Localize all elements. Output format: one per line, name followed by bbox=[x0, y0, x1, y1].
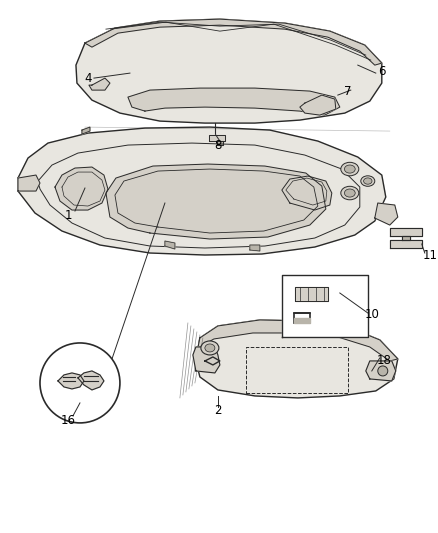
Polygon shape bbox=[282, 275, 368, 337]
Text: 8: 8 bbox=[214, 139, 222, 151]
Ellipse shape bbox=[205, 344, 215, 352]
Polygon shape bbox=[390, 240, 422, 248]
Polygon shape bbox=[402, 236, 410, 240]
Polygon shape bbox=[89, 78, 110, 90]
Polygon shape bbox=[82, 127, 90, 134]
Polygon shape bbox=[76, 19, 382, 123]
Polygon shape bbox=[18, 127, 386, 255]
Text: 6: 6 bbox=[378, 64, 385, 78]
Polygon shape bbox=[78, 371, 104, 390]
Polygon shape bbox=[375, 203, 398, 225]
Text: 10: 10 bbox=[364, 309, 379, 321]
Text: 2: 2 bbox=[214, 405, 222, 417]
Polygon shape bbox=[196, 320, 398, 398]
Text: 16: 16 bbox=[60, 415, 75, 427]
Ellipse shape bbox=[344, 165, 355, 173]
Circle shape bbox=[40, 343, 120, 423]
Polygon shape bbox=[106, 164, 326, 239]
Polygon shape bbox=[55, 167, 108, 210]
Polygon shape bbox=[217, 141, 223, 145]
Polygon shape bbox=[282, 176, 332, 210]
Text: 11: 11 bbox=[422, 248, 437, 262]
Polygon shape bbox=[165, 241, 175, 249]
Polygon shape bbox=[294, 318, 310, 323]
Ellipse shape bbox=[201, 341, 219, 355]
Polygon shape bbox=[366, 361, 396, 381]
Polygon shape bbox=[18, 175, 40, 191]
Polygon shape bbox=[128, 88, 340, 115]
Polygon shape bbox=[390, 228, 422, 236]
Circle shape bbox=[378, 366, 388, 376]
Text: 7: 7 bbox=[344, 85, 352, 98]
Polygon shape bbox=[250, 245, 260, 251]
Ellipse shape bbox=[364, 178, 372, 184]
Polygon shape bbox=[198, 320, 398, 361]
Ellipse shape bbox=[341, 187, 359, 200]
Polygon shape bbox=[85, 19, 382, 65]
Polygon shape bbox=[58, 373, 84, 389]
Text: 18: 18 bbox=[376, 354, 391, 367]
Polygon shape bbox=[193, 347, 220, 373]
Text: 1: 1 bbox=[64, 208, 72, 222]
Polygon shape bbox=[209, 135, 225, 141]
Polygon shape bbox=[300, 95, 336, 115]
Polygon shape bbox=[295, 287, 328, 301]
Ellipse shape bbox=[344, 189, 355, 197]
Ellipse shape bbox=[361, 176, 375, 187]
Ellipse shape bbox=[341, 163, 359, 176]
Text: 4: 4 bbox=[84, 71, 92, 85]
